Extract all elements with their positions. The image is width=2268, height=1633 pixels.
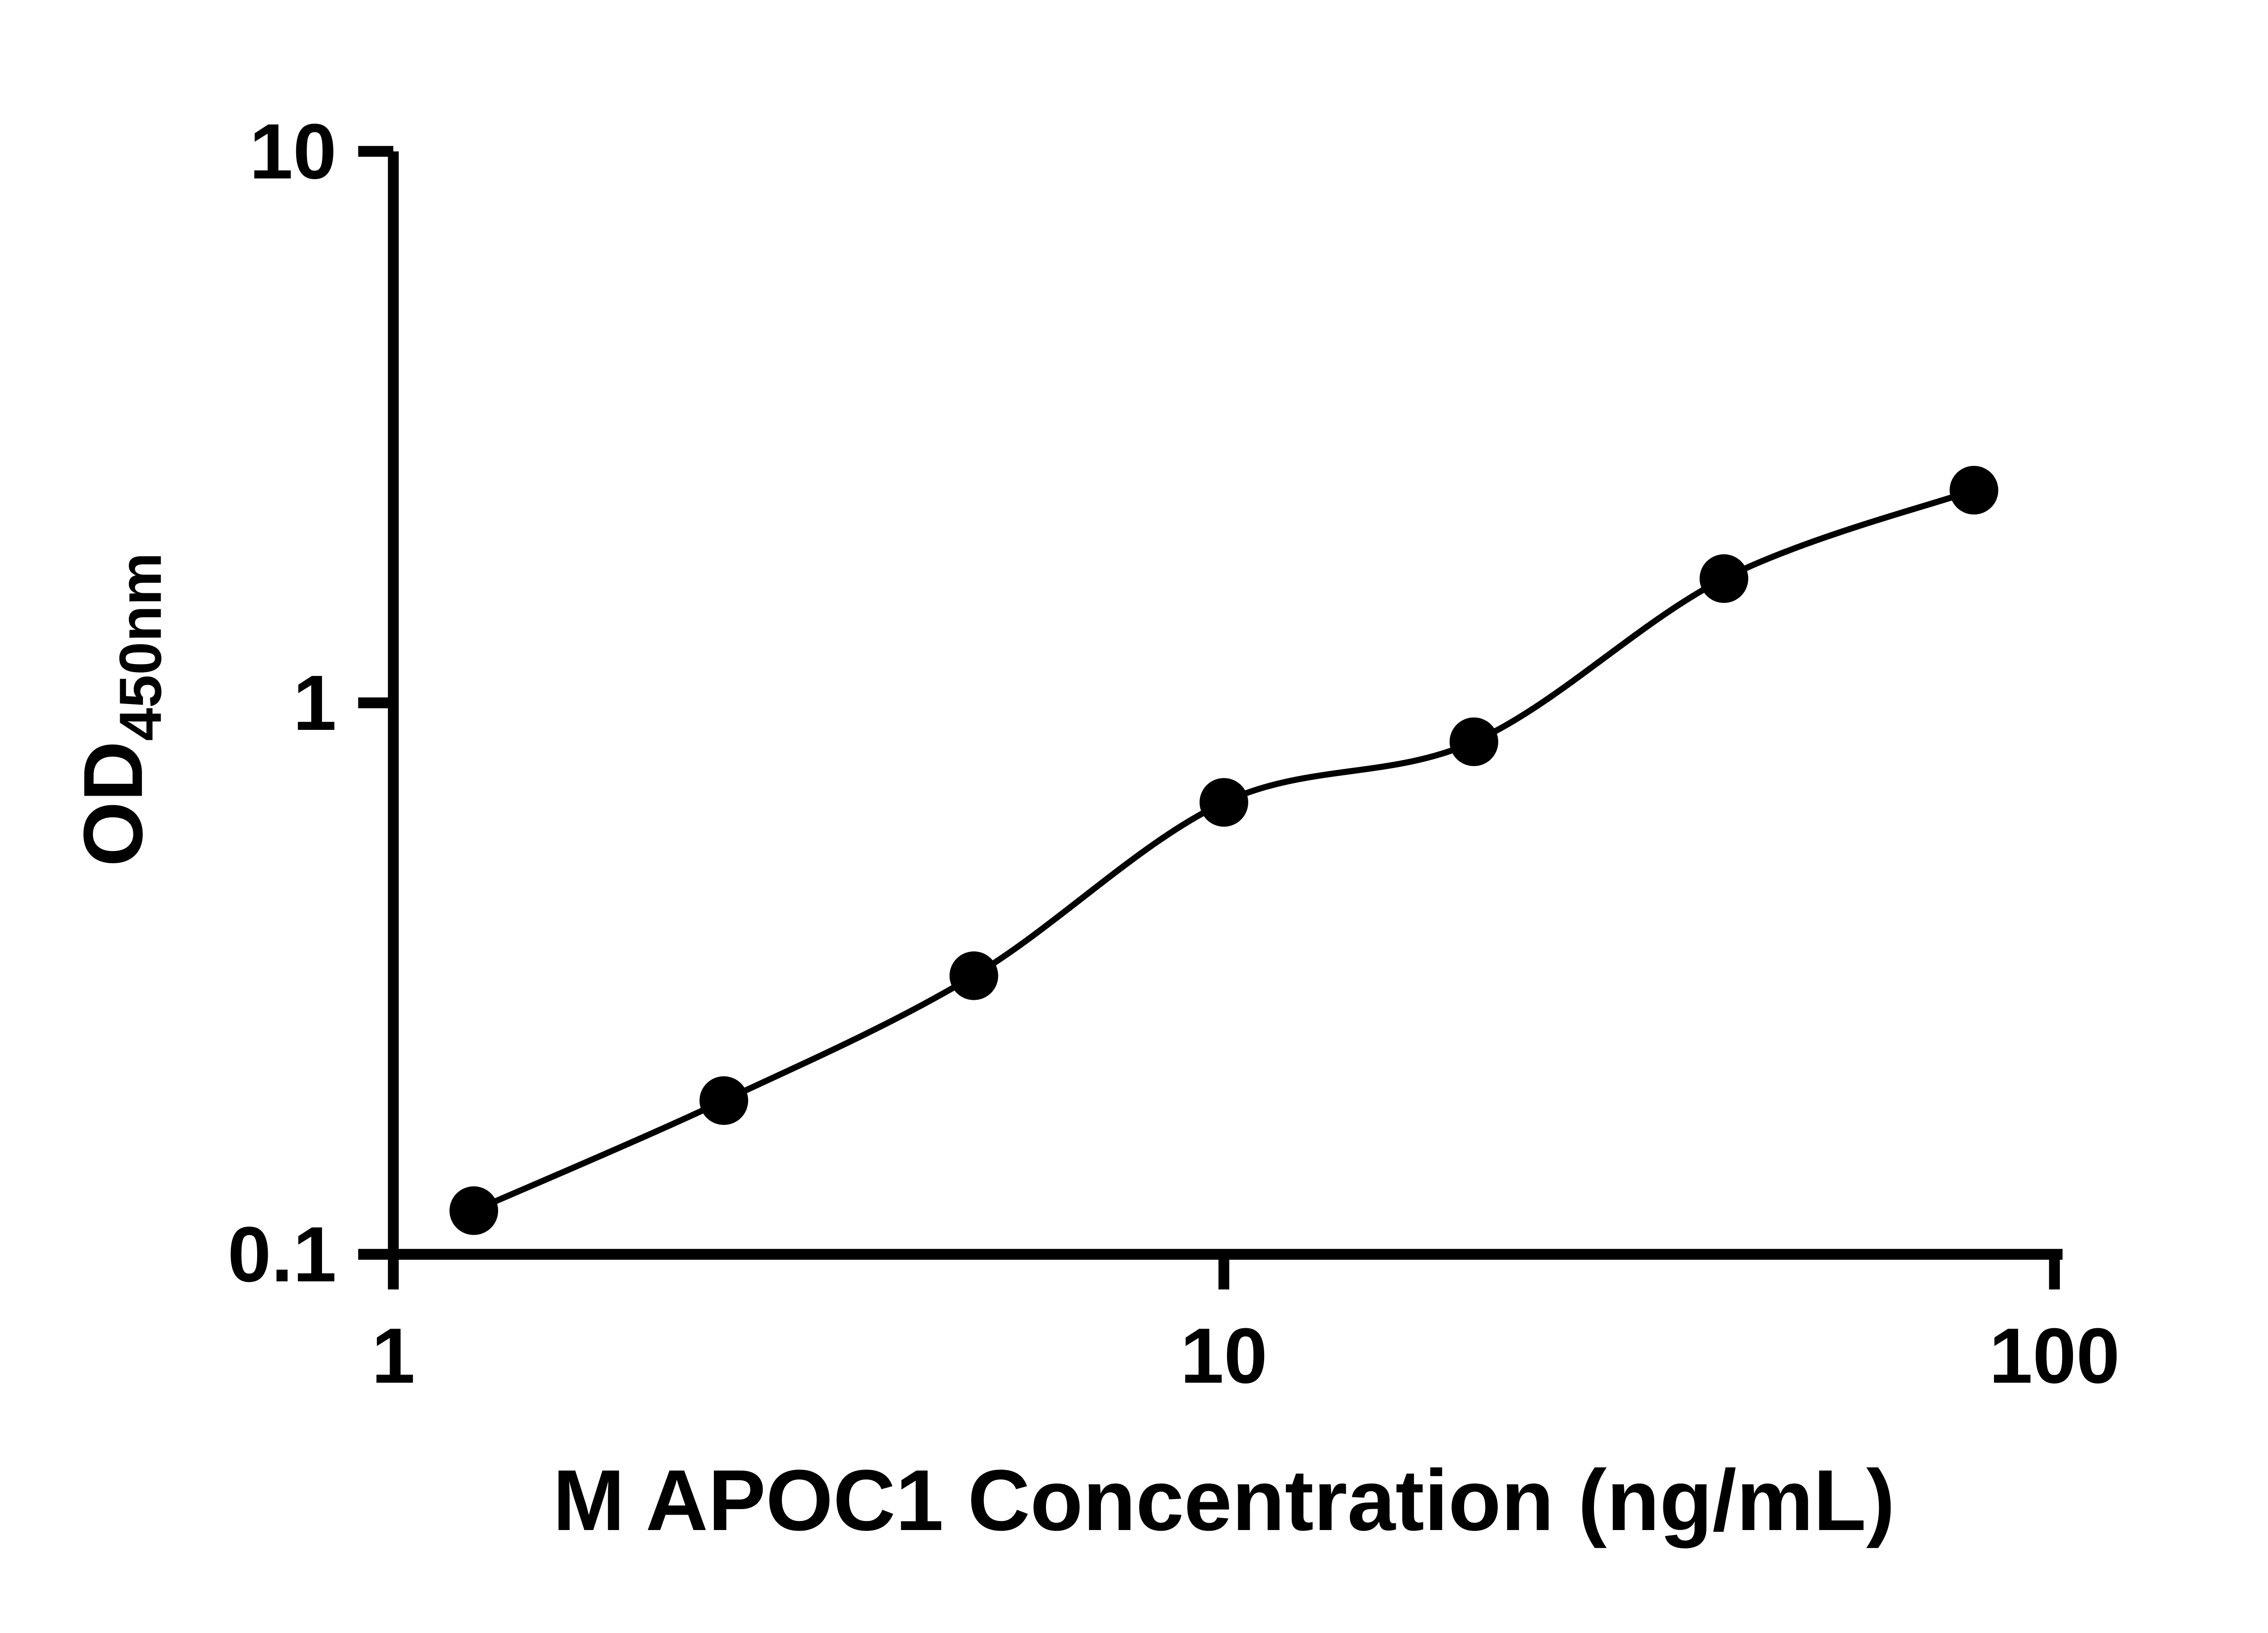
data-point [1950,466,1999,515]
x-axis-title: M APOC1 Concentration (ng/mL) [553,1452,1895,1549]
y-axis-title-base: OD [67,741,160,866]
data-point [1199,778,1248,827]
data-point [699,1076,748,1125]
x-tick-label: 100 [1989,1312,2120,1399]
data-point [949,951,998,1000]
y-axis-title-subscript: 450nm [107,552,174,741]
y-axis-title: OD450nm [67,552,174,866]
data-point [449,1186,499,1235]
data-point [1449,717,1498,766]
x-tick-label: 10 [1180,1312,1267,1399]
fit-curve [472,487,1975,1214]
data-point [1699,554,1749,603]
x-tick-label: 1 [371,1312,415,1399]
y-tick-label: 0.1 [228,1211,337,1298]
y-tick-label: 1 [293,659,337,747]
y-tick-label: 10 [249,108,337,195]
